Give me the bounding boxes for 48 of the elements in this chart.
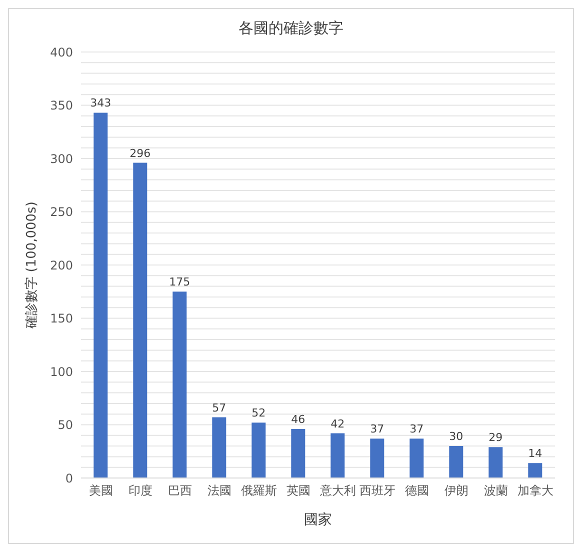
data-label: 30 [449,430,464,444]
x-tick-label: 德國 [404,484,429,498]
y-tick-label: 400 [50,45,73,60]
y-tick-label: 250 [50,205,73,220]
y-tick-label: 0 [65,471,73,486]
bar [370,438,384,478]
y-tick-label: 350 [50,98,73,113]
bar [133,162,148,478]
bar [212,417,226,478]
data-label: 37 [370,422,384,436]
x-tick-label: 伊朗 [444,484,468,498]
bar [528,463,542,478]
x-tick-label: 波蘭 [484,484,508,498]
bar [488,447,503,478]
data-label: 175 [169,276,190,289]
x-tick-label: 英國 [286,484,310,498]
bar [330,433,345,478]
y-tick-label: 50 [58,418,73,432]
bar [94,112,108,478]
x-tick-label: 印度 [128,484,152,498]
x-tick-label: 意大利 [318,484,356,498]
data-label: 14 [528,447,542,460]
x-tick-label: 俄羅斯 [240,484,277,498]
data-label: 57 [212,401,226,414]
bar [449,446,464,478]
data-label: 29 [488,431,503,444]
x-tick-label: 美國 [88,484,113,498]
bar [291,429,306,478]
chart-title: 各國的確診數字 [238,19,344,38]
data-label: 42 [330,417,345,430]
y-tick-label: 300 [50,152,73,166]
data-label: 343 [90,96,112,110]
x-tick-label: 巴西 [168,484,192,498]
bar [172,292,187,478]
y-tick-label: 150 [50,312,73,326]
data-label: 52 [252,406,266,420]
x-tick-label: 加拿大 [517,484,554,498]
data-label: 296 [130,146,151,160]
y-axis-title: 確診數字 (100,000s) [24,202,40,330]
x-tick-label: 法國 [207,484,232,498]
x-axis-title: 國家 [304,512,332,528]
y-tick-label: 100 [50,364,73,379]
data-label: 37 [410,422,424,436]
bar [410,438,424,478]
y-tick-label: 200 [50,258,73,272]
bar [252,422,266,478]
x-tick-label: 西班牙 [359,484,396,498]
data-label: 46 [291,413,306,426]
